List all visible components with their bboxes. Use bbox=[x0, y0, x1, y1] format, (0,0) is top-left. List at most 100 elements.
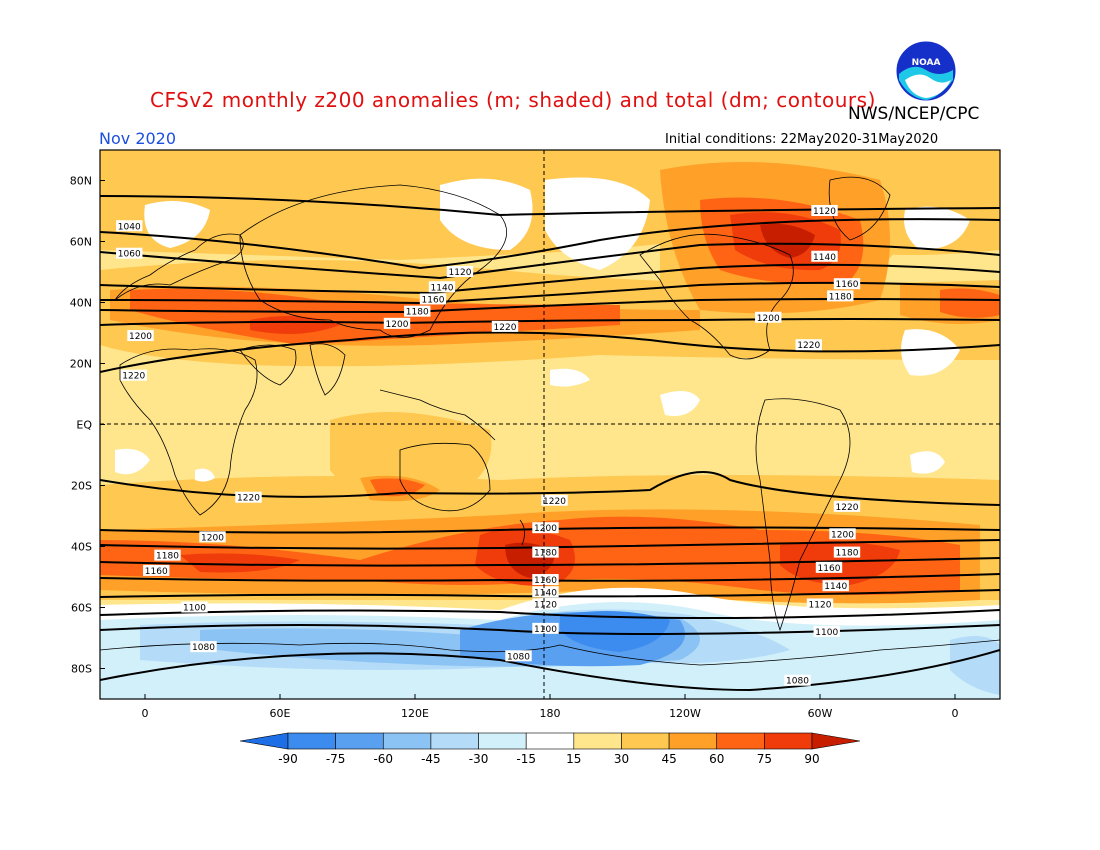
contour-label: 1200 bbox=[831, 530, 854, 540]
noaa-logo-icon: NOAA bbox=[895, 40, 957, 102]
contour-label: 1160 bbox=[818, 564, 841, 574]
contour-label-bg bbox=[154, 549, 181, 561]
colorbar-segment bbox=[335, 732, 384, 750]
contour-label-bg bbox=[116, 220, 143, 232]
colorbar-segment bbox=[287, 732, 336, 750]
contour-label: 1200 bbox=[386, 320, 409, 330]
contour-label: 1200 bbox=[201, 533, 224, 543]
contour-label: 1080 bbox=[507, 652, 530, 662]
lon-label: 60E bbox=[270, 707, 291, 720]
contour-label: 1160 bbox=[422, 295, 445, 305]
contour-label-bg bbox=[532, 522, 559, 534]
contour-label-bg bbox=[143, 564, 170, 576]
colorbar-label: 15 bbox=[566, 752, 581, 766]
colorbar-label: -45 bbox=[421, 752, 441, 766]
colorbar-segment bbox=[573, 732, 622, 750]
contour-label-bg bbox=[755, 311, 782, 323]
colorbar-label: -90 bbox=[278, 752, 298, 766]
colorbar-segment bbox=[621, 732, 670, 750]
contour-label-bg bbox=[806, 598, 834, 610]
contour-label: 1220 bbox=[543, 497, 566, 507]
lat-label: 40S bbox=[71, 541, 92, 554]
colorbar-min-arrow bbox=[239, 732, 289, 750]
contour-label: 1200 bbox=[129, 332, 152, 342]
colorbar-label: 75 bbox=[757, 752, 772, 766]
contour-label-bg bbox=[404, 305, 431, 317]
colorbar-segment bbox=[668, 732, 718, 750]
contour-label: 1180 bbox=[406, 308, 429, 318]
latitude-axis: 80N 60N 40N 20N EQ 20S 40S 60S 80S bbox=[70, 175, 105, 676]
map-title: CFSv2 monthly z200 anomalies (m; shaded)… bbox=[150, 88, 876, 112]
contour-label-bg bbox=[815, 561, 843, 573]
contour-label: 1100 bbox=[815, 628, 838, 638]
colorbar-label: 60 bbox=[709, 752, 724, 766]
colorbar-segment bbox=[382, 732, 432, 750]
contour-label-bg bbox=[491, 320, 519, 332]
contour-label-bg bbox=[419, 293, 447, 305]
lat-label: 80N bbox=[70, 175, 92, 188]
contour-label-bg bbox=[827, 290, 854, 302]
contour-label: 1220 bbox=[237, 494, 260, 504]
colorbar-label: -60 bbox=[373, 752, 393, 766]
contour-label-bg bbox=[813, 625, 840, 637]
contour-label: 1100 bbox=[534, 625, 557, 635]
contour-label-bg bbox=[532, 622, 559, 634]
colorbar-segment bbox=[430, 732, 479, 750]
lat-label: 20S bbox=[71, 480, 92, 493]
colorbar-label: 45 bbox=[661, 752, 676, 766]
colorbar-label: -30 bbox=[469, 752, 489, 766]
contour-label: 1180 bbox=[534, 549, 557, 559]
contour-label-bg bbox=[811, 205, 838, 216]
forecast-month: Nov 2020 bbox=[99, 129, 177, 148]
contour-label-bg bbox=[833, 278, 861, 290]
longitude-axis: 0 60E 120E 180 120W 60W 0 bbox=[142, 694, 959, 720]
contour-label: 1220 bbox=[797, 341, 820, 351]
colorbar-label: 90 bbox=[804, 752, 819, 766]
contour-label: 1140 bbox=[813, 253, 836, 263]
lat-label: 80S bbox=[71, 663, 92, 676]
lon-label: 60W bbox=[808, 707, 833, 720]
lat-label: 20N bbox=[70, 358, 92, 371]
contour-label: 1180 bbox=[836, 549, 859, 559]
logo-text: NOAA bbox=[912, 58, 941, 68]
contour-label-bg bbox=[532, 546, 559, 558]
contour-label: 1140 bbox=[534, 588, 557, 598]
lat-label: 40N bbox=[70, 297, 92, 310]
lat-label: EQ bbox=[76, 419, 92, 432]
contour-label-bg bbox=[784, 674, 811, 686]
contour-label-bg bbox=[428, 281, 456, 293]
contour-label-bg bbox=[120, 369, 147, 381]
contour-label: 1220 bbox=[494, 323, 517, 333]
contour-label-bg bbox=[199, 531, 226, 543]
colorbar: -90 -75 -60 -45 -30 -15 15 30 45 60 75 90 bbox=[239, 732, 861, 766]
contour-label: 1180 bbox=[829, 292, 852, 302]
contour-label: 1180 bbox=[156, 552, 179, 562]
lon-label: 0 bbox=[952, 707, 959, 720]
colorbar-label: 30 bbox=[614, 752, 629, 766]
contour-label-bg bbox=[181, 601, 208, 613]
lat-label: 60S bbox=[71, 602, 92, 615]
lon-label: 120W bbox=[669, 707, 701, 720]
contour-label: 1140 bbox=[431, 283, 454, 293]
contour-label-bg bbox=[833, 500, 861, 512]
contour-label: 1080 bbox=[786, 677, 809, 687]
lon-label: 180 bbox=[540, 707, 561, 720]
contour-label: 1220 bbox=[122, 372, 145, 382]
agency-label: NWS/NCEP/CPC bbox=[848, 104, 980, 124]
lon-label: 0 bbox=[142, 707, 149, 720]
contour-label-bg bbox=[532, 598, 559, 610]
contour-label: 1100 bbox=[183, 604, 206, 614]
lat-label: 60N bbox=[70, 236, 92, 249]
lon-label: 120E bbox=[401, 707, 429, 720]
contour-label-bg bbox=[446, 266, 474, 277]
colorbar-label: -75 bbox=[326, 752, 346, 766]
contour-label-bg bbox=[190, 641, 217, 653]
contour-label-bg bbox=[829, 528, 856, 540]
contour-label-bg bbox=[505, 650, 532, 662]
contour-label-bg bbox=[116, 247, 143, 259]
contour-label: 1160 bbox=[534, 576, 557, 586]
contour-label: 1040 bbox=[118, 222, 141, 232]
contour-label: 1160 bbox=[836, 280, 859, 290]
contour-label: 1080 bbox=[192, 643, 215, 653]
